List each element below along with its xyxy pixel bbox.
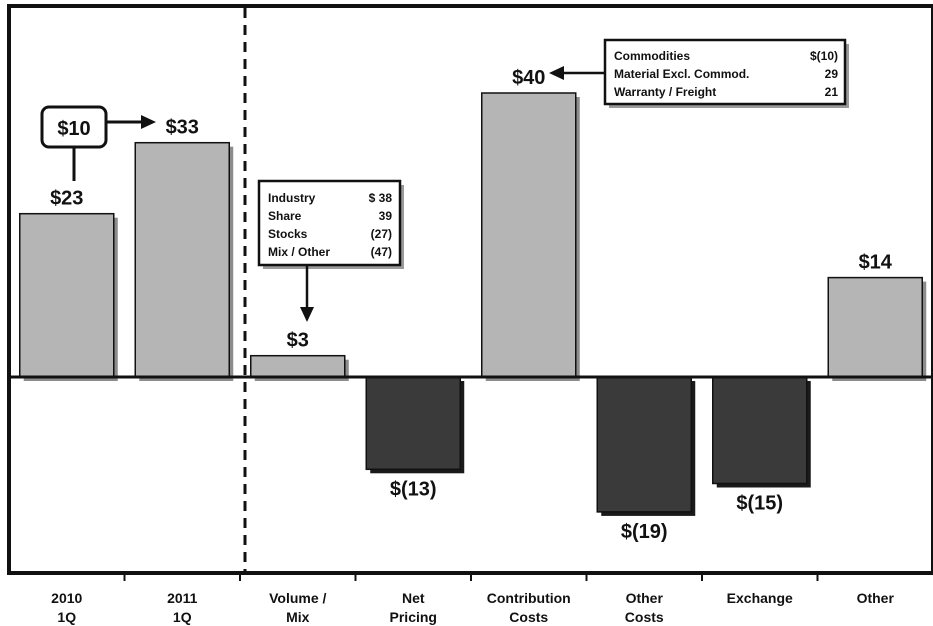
volume-mix-detail-box: Industry $ 38 Share 39 Stocks (27) Mix / Other… [257, 179, 404, 322]
volume-mix-row-name: Industry [268, 191, 316, 205]
bar-value-label: $(15) [736, 493, 783, 515]
axis-ticks-group [123, 573, 819, 581]
bar [19, 212, 115, 378]
volume-mix-row-name: Stocks [268, 227, 308, 241]
contribution-row-name: Material Excl. Commod. [614, 67, 749, 81]
change-label: $10 [57, 118, 90, 140]
bar-value-label: $23 [50, 188, 83, 210]
change-arrow-head [141, 115, 156, 129]
bar-value-label: $(19) [621, 521, 668, 543]
category-labels-group: 2010 1Q 2011 1Q Volume / Mix Net Pricing Contrib… [51, 590, 894, 625]
bar [712, 376, 808, 485]
contribution-box-frame [603, 38, 847, 106]
volume-mix-row-name: Mix / Other [268, 245, 330, 259]
category-label: Pricing [390, 609, 437, 625]
bar [365, 376, 461, 471]
bar-value-label: $14 [859, 252, 893, 274]
contribution-row-name: Warranty / Freight [614, 85, 716, 99]
bar [134, 141, 230, 378]
bar [481, 92, 577, 378]
bar [250, 354, 346, 378]
volume-mix-row-value: $ 38 [369, 191, 393, 205]
category-label: Contribution [487, 590, 571, 606]
contribution-row-value: $(10) [810, 49, 838, 63]
bars-group [19, 92, 927, 516]
category-label: Mix [286, 609, 310, 625]
value-labels-group: $23 $33 $3 $(13) $40 $(19) $(15) $14 [50, 67, 893, 543]
volume-mix-arrow-head [300, 307, 314, 322]
bar-value-label: $(13) [390, 478, 437, 500]
volume-mix-row-name: Share [268, 209, 302, 223]
category-label: 2011 [167, 590, 198, 606]
volume-mix-row-value: (27) [371, 227, 392, 241]
change-callout: $10 [40, 105, 156, 181]
bar-value-label: $40 [512, 67, 545, 89]
category-label: 2010 [51, 590, 82, 606]
volume-mix-row-value: 39 [379, 209, 393, 223]
category-label: Costs [625, 609, 664, 625]
contribution-arrow-head [549, 66, 564, 80]
contribution-detail-box: Commodities $(10) Material Excl. Commod. 29… [549, 38, 849, 108]
bar [596, 376, 692, 513]
category-label: 1Q [173, 609, 192, 625]
category-label: Costs [509, 609, 548, 625]
bar-value-label: $3 [287, 330, 309, 352]
category-label: Other [857, 590, 895, 606]
contribution-row-value: 29 [825, 67, 839, 81]
category-label: Volume / [269, 590, 326, 606]
volume-mix-box-frame [257, 179, 402, 267]
category-label: Exchange [727, 590, 793, 606]
category-label: 1Q [57, 609, 76, 625]
contribution-row-value: 21 [825, 85, 839, 99]
category-label: Net [402, 590, 425, 606]
bar-value-label: $33 [166, 117, 199, 139]
category-label: Other [626, 590, 664, 606]
volume-mix-row-value: (47) [371, 245, 392, 259]
bar [827, 276, 923, 378]
contribution-row-name: Commodities [614, 49, 690, 63]
